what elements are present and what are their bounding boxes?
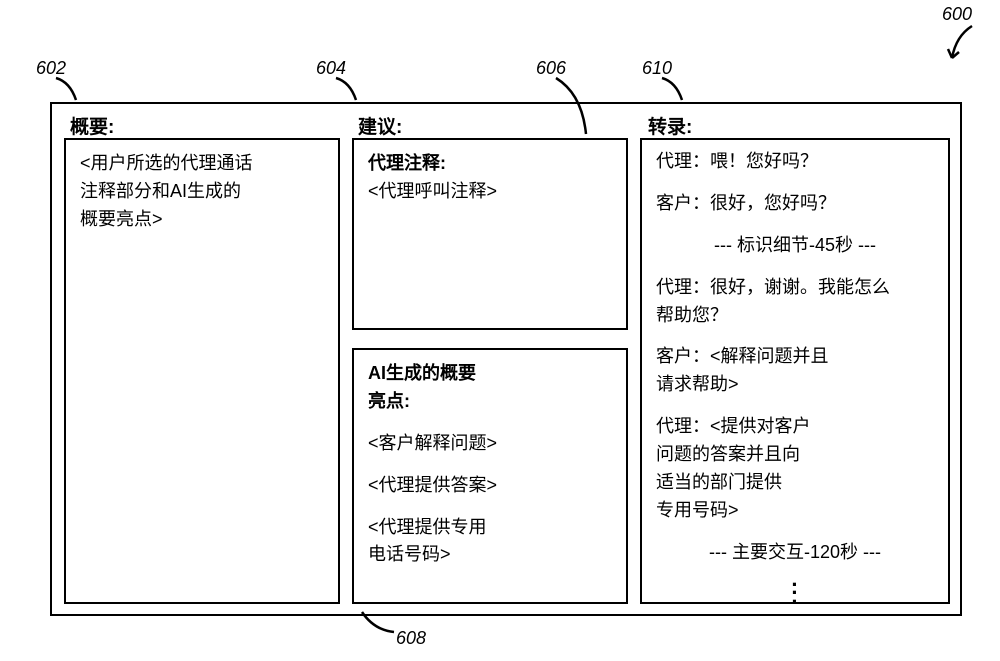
figure-ref-608: 608 [396, 628, 426, 649]
overview-body: <用户所选的代理通话 注释部分和AI生成的 概要亮点> [66, 140, 338, 244]
transcript-turn5b: 问题的答案并且向 [656, 441, 934, 469]
suggest-title: 建议: [358, 112, 402, 139]
ai-highlights-item1: <客户解释问题> [368, 430, 612, 458]
ai-highlights-title1: AI生成的概要 [368, 360, 612, 388]
transcript-turn3b: 帮助您？ [656, 302, 934, 330]
transcript-turn5: 代理：<提供对客户 [656, 413, 934, 441]
ai-highlights-item2: <代理提供答案> [368, 472, 612, 500]
ai-highlights-body: AI生成的概要 亮点: <客户解释问题> <代理提供答案> <代理提供专用 电话… [354, 350, 626, 579]
callout-arrow-600 [942, 22, 982, 66]
overview-line1: <用户所选的代理通话 [80, 150, 324, 178]
transcript-turn4: 客户：<解释问题并且 [656, 343, 934, 371]
transcript-panel: 代理：喂！您好吗？ 客户：很好，您好吗？ --- 标识细节-45秒 --- 代理… [640, 138, 950, 604]
ai-highlights-title2: 亮点: [368, 388, 612, 416]
ai-highlights-panel: AI生成的概要 亮点: <客户解释问题> <代理提供答案> <代理提供专用 电话… [352, 348, 628, 604]
transcript-body: 代理：喂！您好吗？ 客户：很好，您好吗？ --- 标识细节-45秒 --- 代理… [642, 140, 948, 617]
agent-notes-panel: 代理注释: <代理呼叫注释> [352, 138, 628, 330]
transcript-turn4b: 请求帮助> [656, 371, 934, 399]
agent-notes-body: 代理注释: <代理呼叫注释> [354, 140, 626, 216]
transcript-turn5c: 适当的部门提供 [656, 469, 934, 497]
overview-title: 概要: [70, 112, 114, 139]
transcript-sep1: --- 标识细节-45秒 --- [656, 232, 934, 260]
transcript-turn5d: 专用号码> [656, 497, 934, 525]
transcript-turn1: 代理：喂！您好吗？ [656, 148, 934, 176]
overview-panel: <用户所选的代理通话 注释部分和AI生成的 概要亮点> [64, 138, 340, 604]
transcript-sep2: --- 主要交互-120秒 --- [656, 539, 934, 567]
agent-notes-title: 代理注释: [368, 150, 612, 178]
transcript-turn3: 代理：很好，谢谢。我能怎么 [656, 274, 934, 302]
agent-notes-content: <代理呼叫注释> [368, 178, 612, 206]
ai-highlights-item3a: <代理提供专用 [368, 514, 612, 542]
overview-line3: 概要亮点> [80, 206, 324, 234]
vertical-ellipsis: ··· [656, 581, 934, 607]
transcript-turn2: 客户：很好，您好吗？ [656, 190, 934, 218]
ai-highlights-item3b: 电话号码> [368, 541, 612, 569]
transcript-title: 转录: [648, 112, 692, 139]
overview-line2: 注释部分和AI生成的 [80, 178, 324, 206]
